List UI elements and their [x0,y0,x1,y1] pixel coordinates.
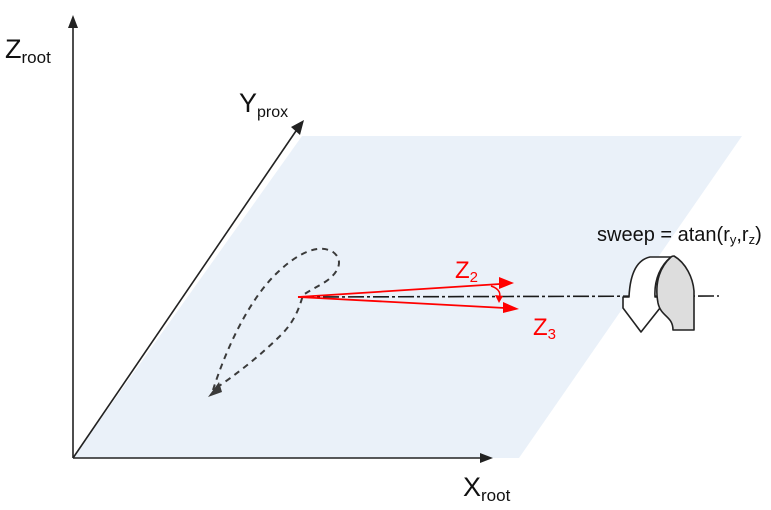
svg-text:Yprox: Yprox [239,88,288,121]
svg-text:sweep = atan(ry,rz): sweep = atan(ry,rz) [597,224,762,247]
svg-text:Xroot: Xroot [463,472,511,505]
svg-text:Zroot: Zroot [5,34,51,67]
